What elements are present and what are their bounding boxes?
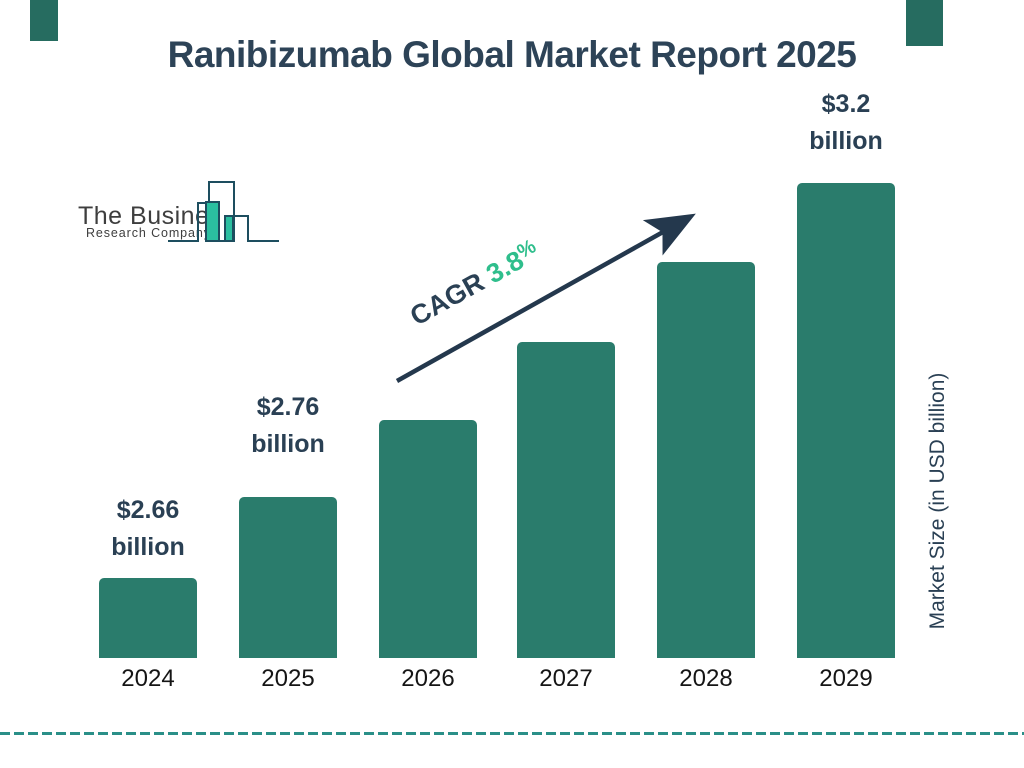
bar-2026 <box>379 420 477 658</box>
bar-2025 <box>239 497 337 658</box>
bar-2024 <box>99 578 197 658</box>
x-tick-2024: 2024 <box>121 665 175 692</box>
corner-accent-top-right <box>906 0 943 46</box>
growth-trend-arrow <box>395 213 696 383</box>
logo-skyline-icon <box>168 181 279 242</box>
value-label-2025: $2.76 billion <box>251 393 325 458</box>
x-tick-2026: 2026 <box>401 665 455 692</box>
corner-accent-top-left <box>30 0 58 41</box>
bar-2029 <box>797 183 895 658</box>
x-tick-2027: 2027 <box>539 665 593 692</box>
page-title: Ranibizumab Global Market Report 2025 <box>167 34 857 75</box>
value-label-2029: $3.2 billion <box>809 90 883 155</box>
x-tick-2029: 2029 <box>819 665 873 692</box>
logo-name-line2: Research Company <box>86 226 211 240</box>
value-label-2024: $2.66 billion <box>111 496 185 561</box>
bottom-dashed-divider <box>0 732 1024 735</box>
bar-2028 <box>657 262 755 658</box>
x-tick-2025: 2025 <box>261 665 315 692</box>
bar-2027 <box>517 342 615 658</box>
x-tick-2028: 2028 <box>679 665 733 692</box>
company-logo: The Business Research Company <box>76 178 286 248</box>
y-axis-label: Market Size (in USD billion) <box>926 372 949 630</box>
